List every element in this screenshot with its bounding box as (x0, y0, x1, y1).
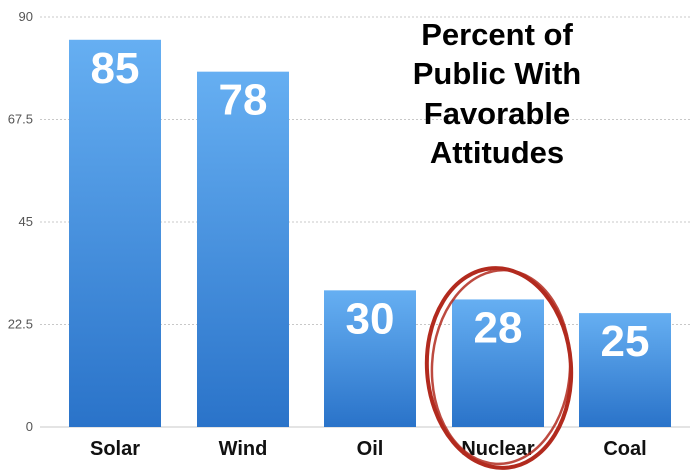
y-tick-label: 90 (19, 9, 33, 24)
y-tick-label: 22.5 (8, 317, 33, 332)
bar-coal (579, 313, 671, 427)
data-label-wind: 78 (219, 76, 268, 125)
bar-solar (69, 39, 161, 428)
highlight-annotation (424, 266, 574, 470)
chart-title-line: Attitudes (430, 135, 564, 170)
bar-wind (197, 71, 289, 428)
y-tick-label: 0 (26, 419, 33, 434)
x-tick-label-wind: Wind (219, 438, 268, 460)
data-label-oil: 30 (346, 294, 395, 343)
x-tick-label-oil: Oil (357, 438, 384, 460)
bar-nuclear (452, 299, 544, 427)
y-tick-label: 67.5 (8, 112, 33, 127)
bar-oil (324, 290, 416, 427)
data-label-coal: 25 (601, 317, 650, 366)
chart-title-line: Favorable (424, 96, 570, 131)
data-labels: 85 78 30 28 25 (91, 44, 650, 366)
x-tick-label-nuclear: Nuclear (461, 438, 535, 460)
chart-title-line: Public With (413, 56, 582, 91)
chart-title: Percent of Public With Favorable Attitudes (413, 17, 582, 170)
y-tick-label: 45 (19, 214, 33, 229)
x-axis: Solar Wind Oil Nuclear Coal (90, 438, 647, 460)
data-label-solar: 85 (91, 44, 140, 93)
x-tick-label-coal: Coal (603, 438, 646, 460)
chart-title-line: Percent of (421, 17, 573, 52)
x-tick-label-solar: Solar (90, 438, 140, 460)
highlight-ring-stroke (430, 268, 572, 466)
y-axis: 0 22.5 45 67.5 90 (8, 9, 33, 434)
bars (69, 39, 671, 428)
data-label-nuclear: 28 (474, 303, 523, 352)
